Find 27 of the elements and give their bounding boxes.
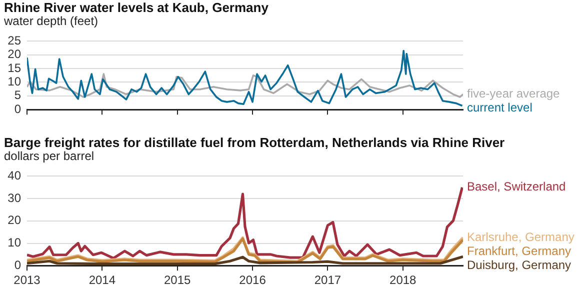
series-label: Duisburg, Germany xyxy=(467,258,572,272)
y-axis-title: water depth (feet) xyxy=(3,14,100,28)
y-axis-title: dollars per barrel xyxy=(3,149,96,163)
x-tick-label: 2014 xyxy=(88,273,116,288)
x-tick-label: 2016 xyxy=(239,273,266,288)
x-tick-label: 2013 xyxy=(14,273,41,288)
series-label: current level xyxy=(467,100,532,115)
y-tick-label: 15 xyxy=(8,60,22,75)
y-tick-label: 25 xyxy=(8,34,22,48)
series-label: Frankfurt, Germany xyxy=(467,244,572,258)
y-tick-label: 0 xyxy=(14,102,22,116)
y-tick-label: 0 xyxy=(14,258,22,272)
chart-title: Barge freight rates for distillate fuel from Rotterdam, Netherlands via Rhine River xyxy=(3,135,506,150)
y-tick-label: 20 xyxy=(8,213,22,228)
y-tick-label: 10 xyxy=(8,74,22,89)
y-tick-label: 5 xyxy=(14,88,22,102)
y-tick-label: 30 xyxy=(8,190,22,205)
y-tick-label: 20 xyxy=(8,47,22,62)
x-tick-label: 2018 xyxy=(390,273,417,288)
y-tick-label: 40 xyxy=(8,168,22,183)
y-tick-label: 10 xyxy=(8,236,22,250)
series-label: Basel, Switzerland xyxy=(467,180,566,194)
series-label: five-year average xyxy=(467,86,560,101)
x-tick-label: 2017 xyxy=(314,273,342,288)
x-tick-label: 2015 xyxy=(164,273,192,288)
chart-title: Rhine River water levels at Kaub, Germany xyxy=(3,0,270,15)
series-label: Karlsruhe, Germany xyxy=(467,230,574,244)
